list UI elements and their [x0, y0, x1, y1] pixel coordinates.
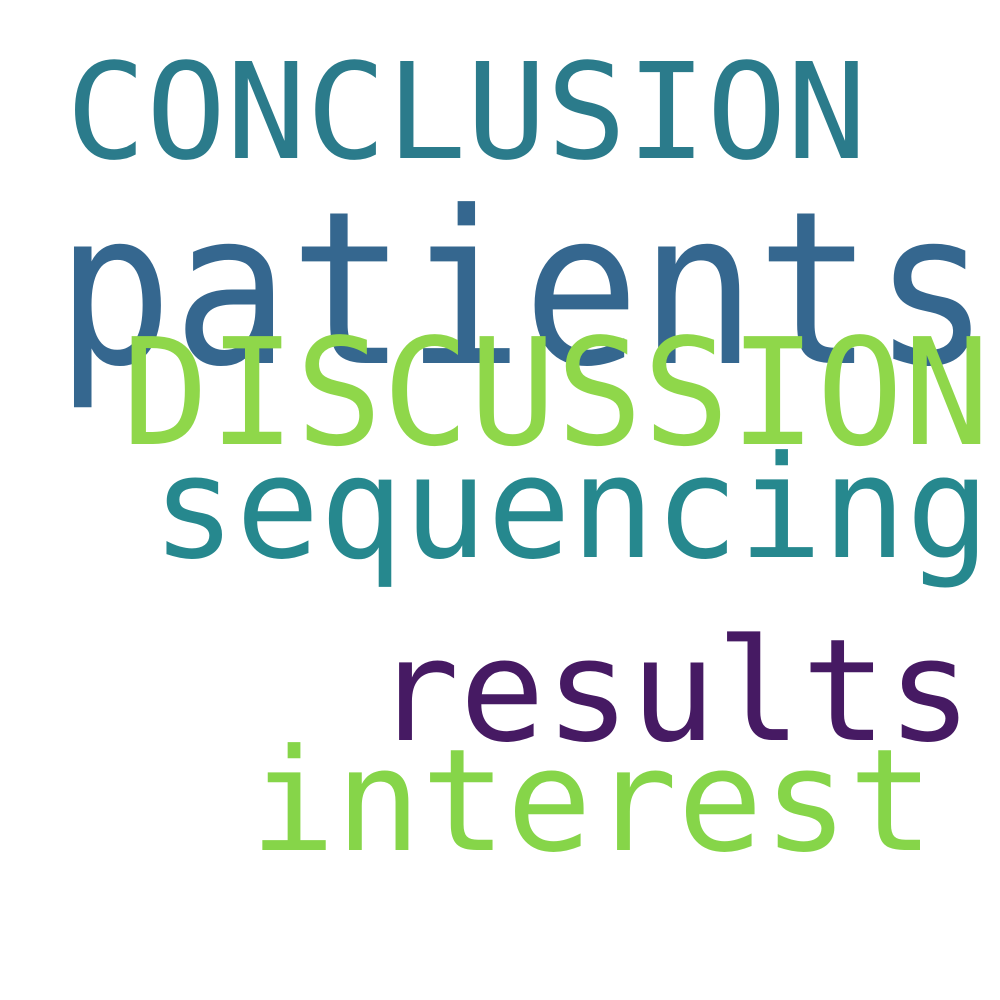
- word-sequencing: sequencing: [152, 426, 990, 591]
- word-results: results: [374, 609, 973, 774]
- word-interest: interest: [250, 719, 934, 884]
- word-patients: patients: [56, 166, 990, 414]
- word-discussion: DISCUSSION: [122, 307, 991, 479]
- word-conclusion: CONCLUSION: [66, 36, 867, 190]
